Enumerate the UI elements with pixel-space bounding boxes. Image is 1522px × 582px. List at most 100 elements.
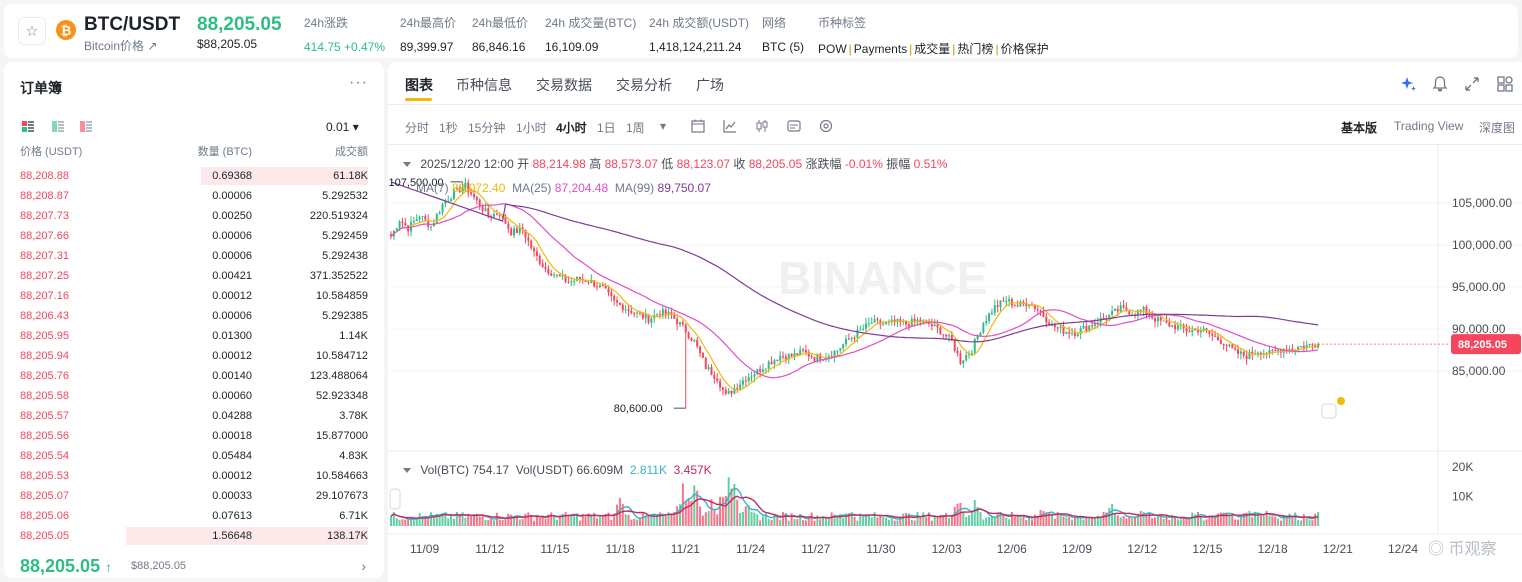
interval-option[interactable]: 15分钟 xyxy=(468,121,506,135)
volume-bar xyxy=(1022,515,1025,526)
tab-1[interactable]: 币种信息 xyxy=(456,77,512,93)
candle-body xyxy=(807,352,810,357)
interval-option[interactable]: 1周 xyxy=(626,121,645,135)
candle-body xyxy=(976,335,979,340)
interval-more-dropdown[interactable]: ▾ xyxy=(660,119,667,133)
tab-3[interactable]: 交易分析 xyxy=(616,77,672,93)
chart-settings-icon[interactable] xyxy=(786,118,802,134)
ask-row[interactable]: 88,208.87 0.00006 5.292532 xyxy=(4,186,384,206)
candle-body xyxy=(404,222,407,226)
tick-size-select[interactable]: 0.01 ▾ xyxy=(326,120,359,134)
chart-view-option[interactable]: Trading View xyxy=(1394,119,1464,133)
candle-body xyxy=(1028,304,1031,307)
candle-body xyxy=(587,282,590,284)
ask-row[interactable]: 88,206.43 0.00006 5.292385 xyxy=(4,306,384,326)
more-options-icon[interactable]: ··· xyxy=(349,74,368,91)
ask-row[interactable]: 88,207.16 0.00012 10.584859 xyxy=(4,286,384,306)
candle-body xyxy=(896,319,899,322)
interval-option[interactable]: 1小时 xyxy=(516,121,547,135)
close-label: 收 xyxy=(733,157,746,171)
volume-bar xyxy=(510,514,513,526)
ask-row[interactable]: 88,205.06 0.07613 6.71K xyxy=(4,506,384,526)
indicator-icon[interactable] xyxy=(722,118,738,134)
volume-bar xyxy=(636,519,639,526)
tab-2[interactable]: 交易数据 xyxy=(536,77,592,93)
x-tick-label: 12/03 xyxy=(932,542,962,556)
volume-bar xyxy=(927,512,930,526)
ask-row[interactable]: 88,205.57 0.04288 3.78K xyxy=(4,406,384,426)
ask-qty: 1.56648 xyxy=(212,530,252,542)
candle-body xyxy=(1076,333,1079,336)
volume-bar xyxy=(567,515,570,526)
candle-body xyxy=(759,368,762,372)
ask-row[interactable]: 88,205.53 0.00012 10.584663 xyxy=(4,466,384,486)
volume-bar xyxy=(942,516,945,526)
volume-bar xyxy=(950,516,953,526)
volume-bar xyxy=(687,499,690,526)
mid-price-usd: $88,205.05 xyxy=(131,560,187,572)
calendar-icon[interactable] xyxy=(690,118,706,134)
ask-row[interactable]: 88,205.05 1.56648 138.17K xyxy=(4,526,384,546)
candle-body xyxy=(779,356,782,361)
favorite-star-button[interactable]: ☆ xyxy=(18,17,46,45)
coin-tag[interactable]: POW xyxy=(818,42,847,56)
volume-bar xyxy=(865,515,868,526)
pair-price-link[interactable]: Bitcoin价格 ↗ xyxy=(84,39,158,53)
candle-body xyxy=(636,312,639,314)
ask-row[interactable]: 88,205.94 0.00012 10.584712 xyxy=(4,346,384,366)
chart-view-option[interactable]: 深度图 xyxy=(1479,121,1516,135)
interval-option[interactable]: 1秒 xyxy=(439,121,458,135)
bell-icon[interactable] xyxy=(1431,75,1449,93)
candle-body xyxy=(988,313,991,321)
chevron-right-icon[interactable]: › xyxy=(361,558,366,574)
candlestick-chart[interactable]: 105,000.00 100,000.00 95,000.00 90,000.00 85… xyxy=(388,144,1522,582)
interval-option[interactable]: 分时 xyxy=(405,121,430,135)
x-tick-label: 11/24 xyxy=(736,542,765,556)
ask-row[interactable]: 88,207.73 0.00250 220.519324 xyxy=(4,206,384,226)
coin-tag[interactable]: Payments xyxy=(853,42,908,56)
ma7-value: 88,072.40 xyxy=(452,181,506,195)
candle-body xyxy=(1245,355,1248,360)
view-bids-icon[interactable] xyxy=(52,121,64,132)
pair-symbol[interactable]: BTC/USDT xyxy=(84,14,181,35)
ask-row[interactable]: 88,205.76 0.00140 123.488064 xyxy=(4,366,384,386)
ask-row[interactable]: 88,205.54 0.05484 4.83K xyxy=(4,446,384,466)
ask-total: 220.519324 xyxy=(309,210,368,222)
tab-0[interactable]: 图表 xyxy=(405,77,433,93)
collapse-caret-icon[interactable] xyxy=(403,162,411,168)
ask-row[interactable]: 88,207.25 0.00421 371.352522 xyxy=(4,266,384,286)
tab-4[interactable]: 广场 xyxy=(696,77,724,93)
candle-body xyxy=(618,302,621,305)
view-asks-icon[interactable] xyxy=(80,121,92,132)
interval-option[interactable]: 1日 xyxy=(597,121,616,135)
coin-tag[interactable]: 热门榜 xyxy=(957,42,994,56)
expand-icon[interactable] xyxy=(1463,75,1481,93)
volume-bar xyxy=(427,518,430,526)
interval-option[interactable]: 4小时 xyxy=(556,121,587,135)
ask-row[interactable]: 88,205.58 0.00060 52.923348 xyxy=(4,386,384,406)
ask-row[interactable]: 88,205.07 0.00033 29.107673 xyxy=(4,486,384,506)
ask-row[interactable]: 88,208.88 0.69368 61.18K xyxy=(4,166,384,186)
volume-bar xyxy=(1299,520,1302,526)
ask-row[interactable]: 88,205.95 0.01300 1.14K xyxy=(4,326,384,346)
ask-row[interactable]: 88,207.31 0.00006 5.292438 xyxy=(4,246,384,266)
chart-view-option[interactable]: 基本版 xyxy=(1341,121,1378,135)
settings-gear-icon[interactable] xyxy=(818,118,834,134)
coin-tag[interactable]: 价格保护 xyxy=(1000,42,1049,56)
volume-bar xyxy=(939,514,942,526)
candle-body xyxy=(647,314,650,323)
collapse-caret-icon[interactable] xyxy=(403,468,411,474)
ask-row[interactable]: 88,207.66 0.00006 5.292459 xyxy=(4,226,384,246)
ai-sparkle-icon[interactable] xyxy=(1400,75,1418,93)
view-both-icon[interactable] xyxy=(22,121,34,132)
ask-row[interactable]: 88,205.56 0.00018 15.877000 xyxy=(4,426,384,446)
volume-bar xyxy=(558,516,561,526)
ask-total: 4.83K xyxy=(339,450,368,462)
depth-bar xyxy=(126,527,368,545)
candle-type-icon[interactable] xyxy=(754,118,770,134)
layout-grid-icon[interactable] xyxy=(1496,75,1514,93)
coin-tag[interactable]: 成交量 xyxy=(914,42,951,56)
candle-body xyxy=(696,340,699,347)
candle-body xyxy=(979,332,982,336)
stat-3: 24h 成交量(BTC) 16,109.09 xyxy=(545,14,636,54)
